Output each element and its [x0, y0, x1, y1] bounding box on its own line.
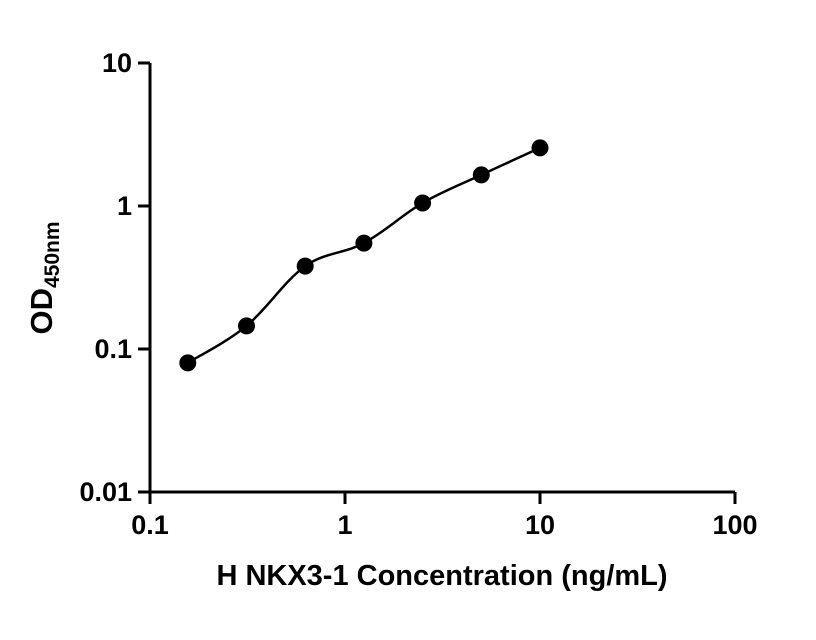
y-axis-title-base: OD	[24, 288, 59, 335]
data-point	[531, 139, 549, 157]
data-series	[179, 139, 549, 372]
y-tick-label: 1	[117, 191, 132, 221]
x-tick-label: 1	[337, 510, 352, 540]
x-tick-label: 100	[712, 510, 757, 540]
y-axis-ticks: 0.01 0.1 1 10	[79, 48, 150, 507]
y-axis-title: OD450nm	[24, 221, 64, 334]
y-tick-label: 10	[102, 48, 132, 78]
y-axis-title-subscript: 450nm	[41, 221, 64, 288]
y-tick-label: 0.1	[94, 334, 132, 364]
data-point	[414, 194, 432, 212]
data-point	[355, 234, 373, 252]
data-point	[296, 257, 314, 275]
y-tick-label: 0.01	[79, 477, 132, 507]
x-axis-ticks: 0.1 1 10 100	[131, 492, 758, 540]
data-point	[179, 354, 197, 372]
data-point	[237, 317, 255, 335]
data-point	[472, 166, 490, 184]
x-axis-title: H NKX3-1 Concentration (ng/mL)	[216, 560, 667, 592]
x-tick-label: 10	[525, 510, 555, 540]
x-tick-label: 0.1	[131, 510, 169, 540]
